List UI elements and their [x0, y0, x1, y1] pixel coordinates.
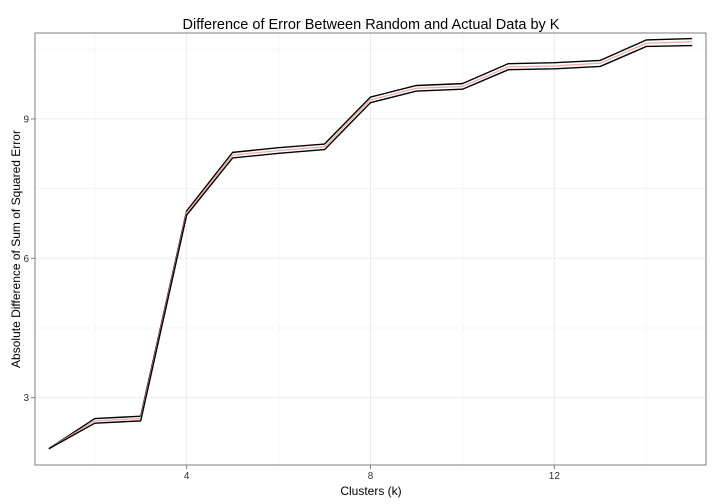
ticks: 4 8 12 3 6 9	[23, 114, 560, 482]
x-tick-label: 4	[184, 471, 190, 482]
x-axis-label: Clusters (k)	[340, 484, 401, 498]
series-group	[48, 37, 693, 450]
chart-title: Difference of Error Between Random and A…	[183, 17, 560, 33]
grid	[35, 33, 706, 465]
x-tick-label: 8	[368, 471, 374, 482]
y-tick-label: 6	[23, 254, 29, 265]
series-line-lower	[48, 44, 693, 450]
y-axis-label: Absolute Difference of Sum of Squared Er…	[9, 130, 23, 368]
y-tick-label: 9	[23, 114, 29, 125]
x-tick-label: 12	[549, 471, 561, 482]
y-tick-label: 3	[23, 393, 29, 404]
